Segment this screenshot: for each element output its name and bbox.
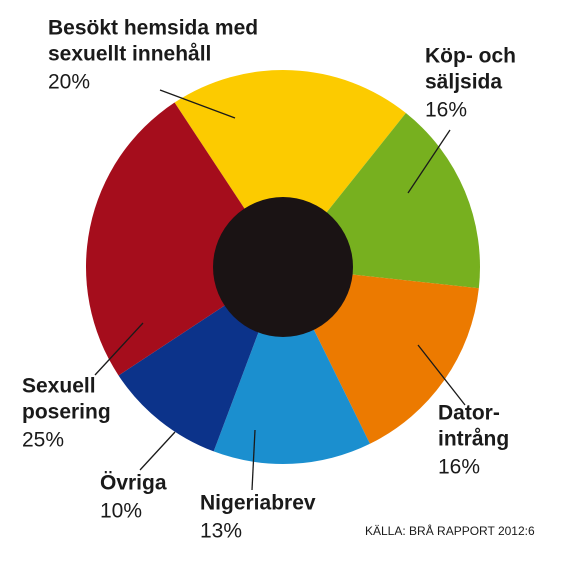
slice-label: Besökt hemsida med	[48, 16, 258, 39]
value-label: 16%	[438, 455, 480, 478]
leader-line	[159, 89, 236, 119]
slice	[86, 102, 284, 376]
value-label: 13%	[200, 519, 242, 542]
leader-line	[417, 344, 466, 406]
leader-line	[94, 322, 144, 376]
slice	[174, 70, 406, 267]
slice	[213, 267, 370, 464]
leader-line	[251, 429, 256, 491]
leader-line	[139, 431, 176, 471]
slice-label: Nigeriabrev	[200, 491, 316, 514]
value-label: 16%	[425, 98, 467, 121]
slice-label: Sexuell	[22, 374, 96, 397]
value-label: 20%	[48, 70, 90, 93]
donut-hole	[213, 197, 353, 337]
slice-label: sexuellt innehåll	[48, 42, 211, 65]
slice-label: Övriga	[100, 471, 167, 494]
leader-line	[407, 129, 451, 194]
value-label: 10%	[100, 499, 142, 522]
slice-label: posering	[22, 400, 111, 423]
value-label: 25%	[22, 428, 64, 451]
slice-label: Dator-	[438, 401, 500, 424]
source: KÄLLA: BRÅ RAPPORT 2012:6	[365, 523, 535, 538]
slice-label: Köp- och	[425, 44, 516, 67]
slice-label: säljsida	[425, 70, 502, 93]
slice-label: intrång	[438, 427, 509, 450]
